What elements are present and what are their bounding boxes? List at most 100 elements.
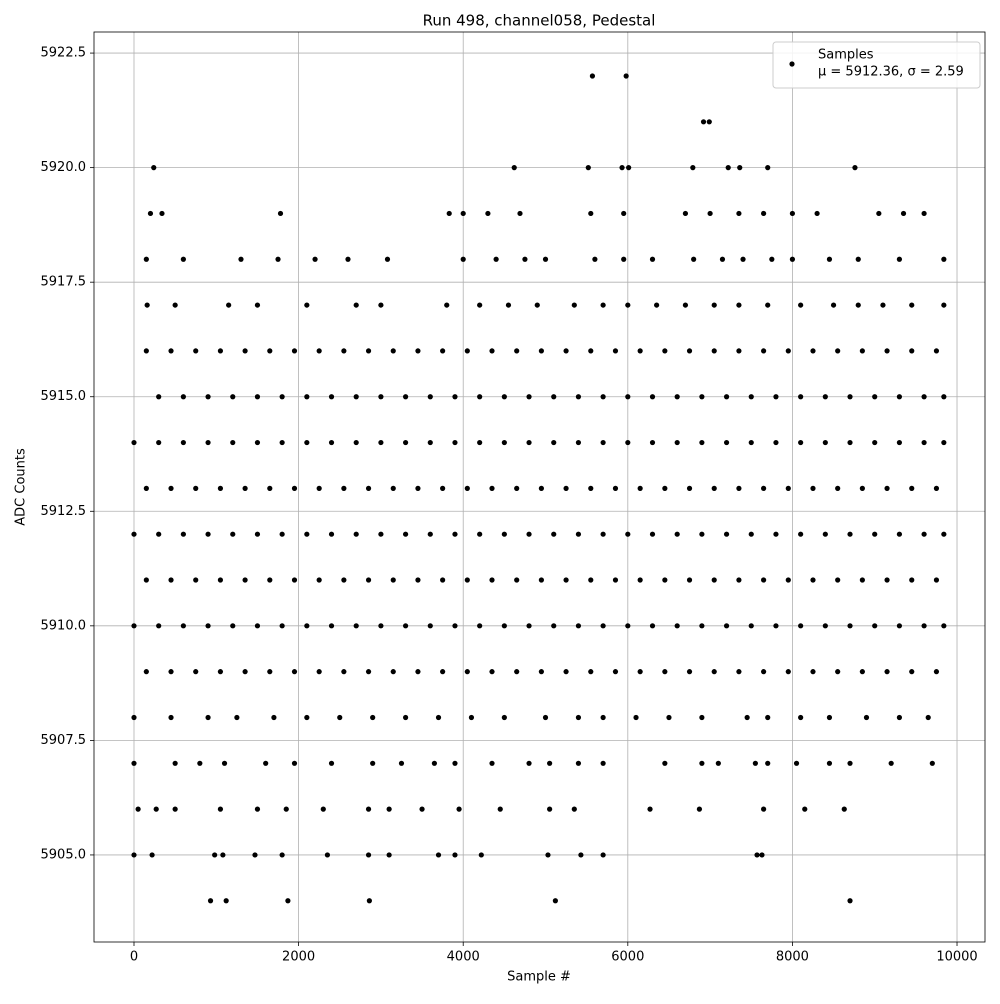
point	[172, 806, 178, 812]
point	[275, 256, 281, 262]
point	[217, 806, 224, 812]
point	[304, 439, 310, 446]
point	[773, 531, 779, 537]
point	[143, 348, 149, 354]
point	[489, 348, 495, 354]
point	[835, 348, 841, 354]
point	[328, 623, 335, 629]
y-tick-label: 5917.5	[41, 275, 87, 290]
point	[440, 577, 446, 583]
point	[761, 485, 767, 491]
point	[501, 531, 507, 537]
point	[841, 806, 847, 812]
point	[415, 348, 421, 354]
point	[345, 256, 351, 262]
point	[855, 256, 861, 262]
point	[600, 394, 606, 400]
point	[682, 210, 689, 217]
point	[534, 302, 540, 308]
point	[690, 165, 696, 171]
point	[707, 210, 713, 217]
point	[551, 623, 557, 629]
point	[802, 806, 808, 812]
point	[304, 302, 310, 308]
point	[365, 577, 372, 583]
point	[489, 577, 495, 583]
point	[909, 302, 915, 308]
point	[773, 623, 779, 629]
point	[205, 531, 211, 537]
point	[835, 577, 841, 583]
point	[723, 623, 730, 629]
point	[896, 439, 903, 446]
point	[736, 577, 742, 583]
point	[551, 394, 557, 400]
point	[324, 852, 331, 858]
point	[723, 394, 730, 400]
point	[223, 898, 229, 904]
point	[855, 302, 861, 308]
point	[571, 806, 577, 812]
point	[921, 394, 927, 400]
point	[390, 485, 396, 491]
point	[859, 669, 865, 675]
point	[366, 898, 372, 904]
point	[545, 852, 551, 858]
x-tick-label: 8000	[776, 950, 809, 965]
point	[193, 577, 199, 583]
point	[711, 577, 717, 583]
point	[193, 485, 199, 491]
point	[370, 714, 376, 721]
point	[365, 485, 372, 491]
point	[197, 760, 203, 766]
point	[341, 348, 347, 354]
point	[365, 348, 372, 354]
point	[283, 806, 289, 812]
point	[452, 760, 458, 766]
point	[765, 760, 771, 766]
point	[291, 348, 298, 354]
point	[909, 348, 915, 354]
point	[699, 531, 705, 537]
point	[600, 531, 606, 537]
point	[427, 531, 433, 537]
point	[242, 577, 248, 583]
point	[402, 623, 409, 629]
point	[378, 623, 384, 629]
point	[279, 531, 285, 537]
point	[501, 623, 507, 629]
point	[526, 394, 532, 400]
point	[353, 394, 359, 400]
point	[320, 806, 326, 812]
point	[847, 623, 853, 629]
point	[254, 439, 261, 446]
point	[242, 669, 248, 675]
point	[464, 348, 470, 354]
point	[147, 210, 154, 217]
point	[378, 302, 384, 308]
point	[736, 210, 742, 217]
point	[440, 669, 446, 675]
point	[431, 760, 438, 766]
point	[242, 485, 248, 491]
point	[588, 669, 594, 675]
point	[773, 439, 779, 446]
point	[143, 256, 149, 262]
point	[328, 439, 335, 446]
point	[427, 439, 433, 446]
legend-label: Samples	[818, 48, 874, 63]
point	[600, 852, 606, 858]
point	[279, 394, 285, 400]
point	[217, 577, 224, 583]
point	[452, 394, 458, 400]
point	[826, 714, 833, 721]
point	[144, 302, 150, 308]
point	[563, 485, 569, 491]
point	[427, 394, 433, 400]
point	[205, 394, 211, 400]
point	[263, 760, 269, 766]
point	[279, 439, 285, 446]
chart-title: Run 498, channel058, Pedestal	[423, 12, 656, 30]
point	[699, 439, 705, 446]
